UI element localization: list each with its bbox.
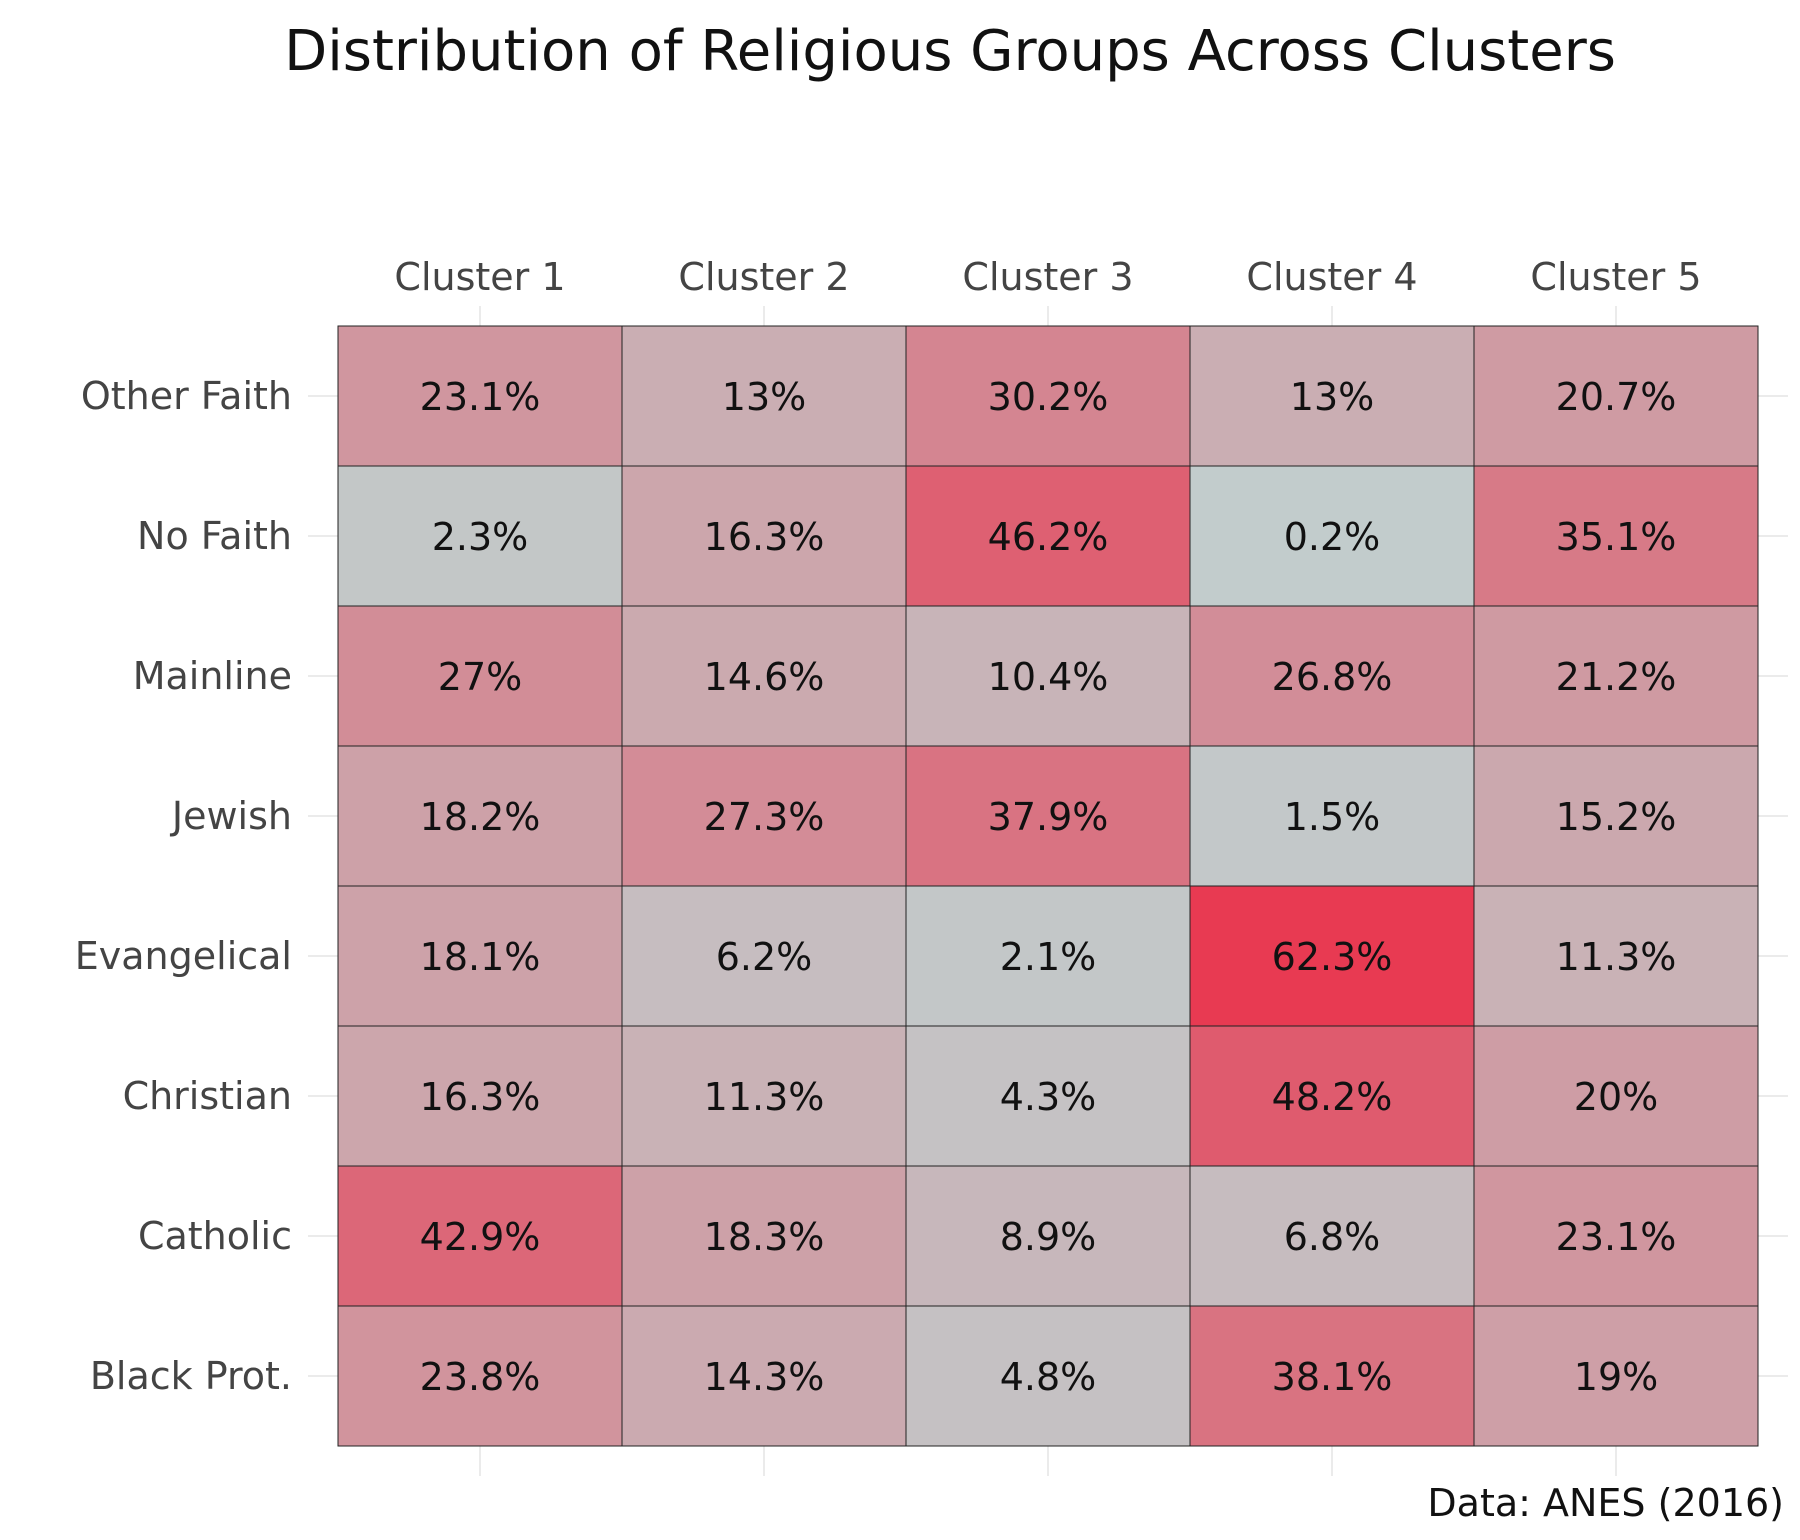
heatmap-cell bbox=[905, 1165, 1191, 1307]
row-label: Black Prot. bbox=[90, 1354, 292, 1398]
cell-value-label: 1.5% bbox=[1284, 795, 1381, 839]
heatmap-cell bbox=[337, 745, 623, 887]
heatmap-cell bbox=[1189, 1165, 1475, 1307]
cell-value-label: 46.2% bbox=[988, 515, 1109, 559]
heatmap-cell bbox=[905, 745, 1191, 887]
heatmap-cell bbox=[1473, 1305, 1759, 1447]
cell-value-label: 38.1% bbox=[1272, 1355, 1393, 1399]
heatmap-cell bbox=[337, 325, 623, 467]
cell-value-label: 2.3% bbox=[432, 515, 529, 559]
cell-value-label: 23.1% bbox=[420, 375, 541, 419]
cell-value-label: 62.3% bbox=[1272, 935, 1393, 979]
heatmap-cell bbox=[1189, 885, 1475, 1027]
heatmap-cell bbox=[621, 885, 907, 1027]
cell-value-label: 14.3% bbox=[704, 1355, 825, 1399]
cell-value-label: 6.2% bbox=[716, 935, 813, 979]
heatmap-cell bbox=[337, 1025, 623, 1167]
row-labels: Other Faith No Faith Mainline Jewish Evangel… bbox=[75, 374, 292, 1398]
cell-value-label: 16.3% bbox=[704, 515, 825, 559]
heatmap-cell bbox=[337, 1305, 623, 1447]
cell-value-label: 48.2% bbox=[1272, 1075, 1393, 1119]
heatmap-cell bbox=[905, 1025, 1191, 1167]
column-labels: Cluster 1 Cluster 2 Cluster 3 Cluster 4 Clus… bbox=[394, 255, 1701, 299]
heatmap-cell bbox=[905, 605, 1191, 747]
row-label: Jewish bbox=[170, 794, 292, 838]
heatmap-cell bbox=[621, 605, 907, 747]
cell-value-label: 27% bbox=[438, 655, 522, 699]
heatmap-cell bbox=[337, 1165, 623, 1307]
heatmap-cell bbox=[905, 885, 1191, 1027]
cell-value-label: 35.1% bbox=[1556, 515, 1677, 559]
cell-value-label: 20% bbox=[1574, 1075, 1658, 1119]
heatmap-cell bbox=[1189, 465, 1475, 607]
column-label: Cluster 4 bbox=[1246, 255, 1417, 299]
cell-value-label: 4.3% bbox=[1000, 1075, 1097, 1119]
column-label: Cluster 5 bbox=[1530, 255, 1701, 299]
row-label: No Faith bbox=[137, 514, 292, 558]
heatmap-cell bbox=[337, 605, 623, 747]
heatmap-cell bbox=[1189, 605, 1475, 747]
cell-value-label: 2.1% bbox=[1000, 935, 1097, 979]
heatmap-cell bbox=[1473, 745, 1759, 887]
heatmap-cell bbox=[1473, 325, 1759, 467]
row-label: Catholic bbox=[138, 1214, 292, 1258]
cell-value-label: 6.8% bbox=[1284, 1215, 1381, 1259]
cell-value-label: 16.3% bbox=[420, 1075, 541, 1119]
cell-value-label: 11.3% bbox=[1556, 935, 1677, 979]
heatmap-cell bbox=[905, 1305, 1191, 1447]
row-label: Mainline bbox=[133, 654, 292, 698]
column-label: Cluster 2 bbox=[678, 255, 849, 299]
heatmap-cells: 23.1% 13% 30.2% 13% 20.7% 2.3% 16.3% 46.2% 0.2% 3… bbox=[337, 325, 1759, 1447]
heatmap-cell bbox=[1189, 1305, 1475, 1447]
heatmap-cell bbox=[1473, 1165, 1759, 1307]
heatmap-cell bbox=[621, 1165, 907, 1307]
cell-value-label: 27.3% bbox=[704, 795, 825, 839]
cell-value-label: 30.2% bbox=[988, 375, 1109, 419]
cell-value-label: 8.9% bbox=[1000, 1215, 1097, 1259]
cell-value-label: 14.6% bbox=[704, 655, 825, 699]
cell-value-label: 19% bbox=[1574, 1355, 1658, 1399]
chart-caption: Data: ANES (2016) bbox=[1427, 1481, 1784, 1525]
heatmap-cell bbox=[621, 1305, 907, 1447]
heatmap-cell bbox=[1189, 325, 1475, 467]
cell-value-label: 11.3% bbox=[704, 1075, 825, 1119]
heatmap-cell bbox=[1473, 1025, 1759, 1167]
column-label: Cluster 3 bbox=[962, 255, 1133, 299]
heatmap-cell bbox=[1473, 605, 1759, 747]
heatmap-cell bbox=[1473, 465, 1759, 607]
cell-value-label: 42.9% bbox=[420, 1215, 541, 1259]
cell-value-label: 21.2% bbox=[1556, 655, 1677, 699]
row-label: Christian bbox=[123, 1074, 292, 1118]
cell-value-label: 23.8% bbox=[420, 1355, 541, 1399]
heatmap-cell bbox=[621, 465, 907, 607]
cell-value-label: 13% bbox=[1290, 375, 1374, 419]
row-label: Evangelical bbox=[75, 934, 292, 978]
heatmap-cell bbox=[1473, 885, 1759, 1027]
cell-value-label: 37.9% bbox=[988, 795, 1109, 839]
row-label: Other Faith bbox=[81, 374, 292, 418]
cell-value-label: 13% bbox=[722, 375, 806, 419]
heatmap-cell bbox=[905, 325, 1191, 467]
cell-value-label: 0.2% bbox=[1284, 515, 1381, 559]
cell-value-label: 23.1% bbox=[1556, 1215, 1677, 1259]
cell-value-label: 26.8% bbox=[1272, 655, 1393, 699]
heatmap-cell bbox=[1189, 745, 1475, 887]
cell-value-label: 18.3% bbox=[704, 1215, 825, 1259]
column-label: Cluster 1 bbox=[394, 255, 565, 299]
cell-value-label: 20.7% bbox=[1556, 375, 1677, 419]
heatmap-cell bbox=[621, 745, 907, 887]
cell-value-label: 15.2% bbox=[1556, 795, 1677, 839]
cell-value-label: 4.8% bbox=[1000, 1355, 1097, 1399]
cell-value-label: 10.4% bbox=[988, 655, 1109, 699]
heatmap-cell bbox=[621, 325, 907, 467]
chart-title: Distribution of Religious Groups Across … bbox=[284, 19, 1616, 84]
cell-value-label: 18.2% bbox=[420, 795, 541, 839]
cell-value-label: 18.1% bbox=[420, 935, 541, 979]
